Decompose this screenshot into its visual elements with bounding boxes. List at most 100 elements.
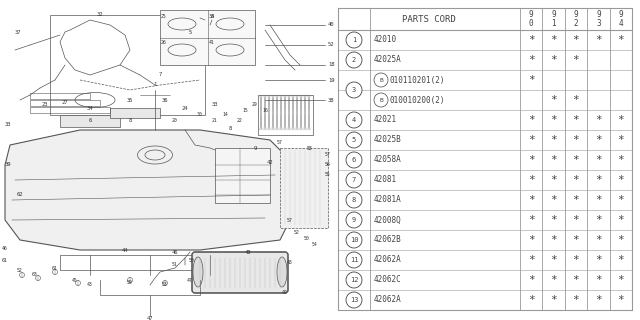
Text: 43: 43: [87, 283, 93, 287]
Text: *: *: [550, 255, 557, 265]
Bar: [60, 115, 120, 127]
Text: 38: 38: [328, 98, 335, 102]
Text: *: *: [595, 175, 602, 185]
Text: 47: 47: [147, 316, 153, 320]
Text: *: *: [573, 95, 579, 105]
Bar: [160, 10, 255, 65]
Text: 59: 59: [127, 279, 133, 284]
Text: 10: 10: [349, 237, 358, 243]
Text: 010010200(2): 010010200(2): [390, 95, 445, 105]
Text: *: *: [595, 195, 602, 205]
Ellipse shape: [277, 257, 287, 287]
Text: *: *: [595, 135, 602, 145]
Text: 50: 50: [189, 258, 195, 262]
Text: *: *: [573, 295, 579, 305]
Text: 20: 20: [172, 117, 178, 123]
Text: 42: 42: [267, 159, 273, 164]
Text: *: *: [528, 295, 534, 305]
Text: 15: 15: [242, 108, 248, 113]
Text: 47: 47: [187, 277, 193, 283]
Circle shape: [346, 112, 362, 128]
Text: *: *: [550, 295, 557, 305]
Text: *: *: [618, 155, 624, 165]
Circle shape: [346, 152, 362, 168]
Text: *: *: [528, 115, 534, 125]
Text: *: *: [618, 235, 624, 245]
Circle shape: [346, 52, 362, 68]
Text: 26: 26: [161, 39, 167, 44]
Text: *: *: [573, 35, 579, 45]
Text: 7: 7: [352, 177, 356, 183]
Text: *: *: [573, 255, 579, 265]
Text: 9
3: 9 3: [596, 10, 601, 28]
Text: 5: 5: [352, 137, 356, 143]
Text: 53: 53: [162, 283, 168, 287]
Text: 30: 30: [197, 113, 203, 117]
Text: 16: 16: [262, 108, 268, 113]
Text: *: *: [528, 75, 534, 85]
Text: *: *: [573, 55, 579, 65]
Text: *: *: [573, 135, 579, 145]
Text: 40: 40: [328, 22, 335, 28]
Text: 42058A: 42058A: [374, 156, 402, 164]
Circle shape: [346, 272, 362, 288]
Text: 46: 46: [172, 250, 179, 254]
Text: 7: 7: [158, 73, 162, 77]
Circle shape: [374, 93, 388, 107]
Text: 9: 9: [352, 217, 356, 223]
Text: 46: 46: [2, 245, 8, 251]
Text: 36: 36: [162, 98, 168, 102]
Text: *: *: [573, 275, 579, 285]
Bar: [258, 95, 313, 135]
Text: *: *: [550, 215, 557, 225]
Text: 18: 18: [328, 62, 335, 68]
Text: *: *: [618, 115, 624, 125]
Ellipse shape: [193, 257, 203, 287]
Text: PARTS CORD: PARTS CORD: [402, 14, 456, 23]
Text: 4: 4: [211, 14, 214, 20]
Bar: [110, 108, 160, 118]
Text: *: *: [528, 155, 534, 165]
Text: B: B: [379, 98, 383, 102]
Text: 57: 57: [287, 218, 293, 222]
Text: *: *: [528, 195, 534, 205]
Text: 2: 2: [352, 57, 356, 63]
Text: 57: 57: [325, 153, 331, 157]
Text: 9
4: 9 4: [618, 10, 623, 28]
Text: 1: 1: [352, 37, 356, 43]
Bar: [30, 93, 90, 99]
Bar: [280, 148, 328, 228]
Text: *: *: [595, 115, 602, 125]
Text: 010110201(2): 010110201(2): [390, 76, 445, 84]
Text: *: *: [528, 55, 534, 65]
Text: 6: 6: [352, 157, 356, 163]
Text: 3: 3: [352, 87, 356, 93]
Text: 32: 32: [97, 12, 103, 17]
Text: 22: 22: [237, 117, 243, 123]
Text: *: *: [595, 295, 602, 305]
Text: 42025A: 42025A: [374, 55, 402, 65]
Circle shape: [374, 73, 388, 87]
Text: *: *: [528, 235, 534, 245]
Bar: [215, 148, 270, 203]
Text: *: *: [573, 155, 579, 165]
Text: *: *: [595, 215, 602, 225]
Text: *: *: [528, 255, 534, 265]
Text: 19: 19: [328, 77, 335, 83]
Circle shape: [346, 252, 362, 268]
Text: *: *: [618, 275, 624, 285]
Text: *: *: [573, 115, 579, 125]
Text: 23: 23: [42, 102, 48, 108]
Text: *: *: [573, 195, 579, 205]
Circle shape: [346, 192, 362, 208]
Text: 50: 50: [304, 236, 310, 241]
Text: 34: 34: [87, 106, 93, 110]
Text: *: *: [528, 135, 534, 145]
Text: 29: 29: [252, 102, 258, 108]
Text: 63: 63: [32, 273, 38, 277]
Bar: [50, 15, 205, 115]
Circle shape: [346, 132, 362, 148]
Text: *: *: [550, 195, 557, 205]
Text: *: *: [618, 195, 624, 205]
Text: *: *: [595, 275, 602, 285]
